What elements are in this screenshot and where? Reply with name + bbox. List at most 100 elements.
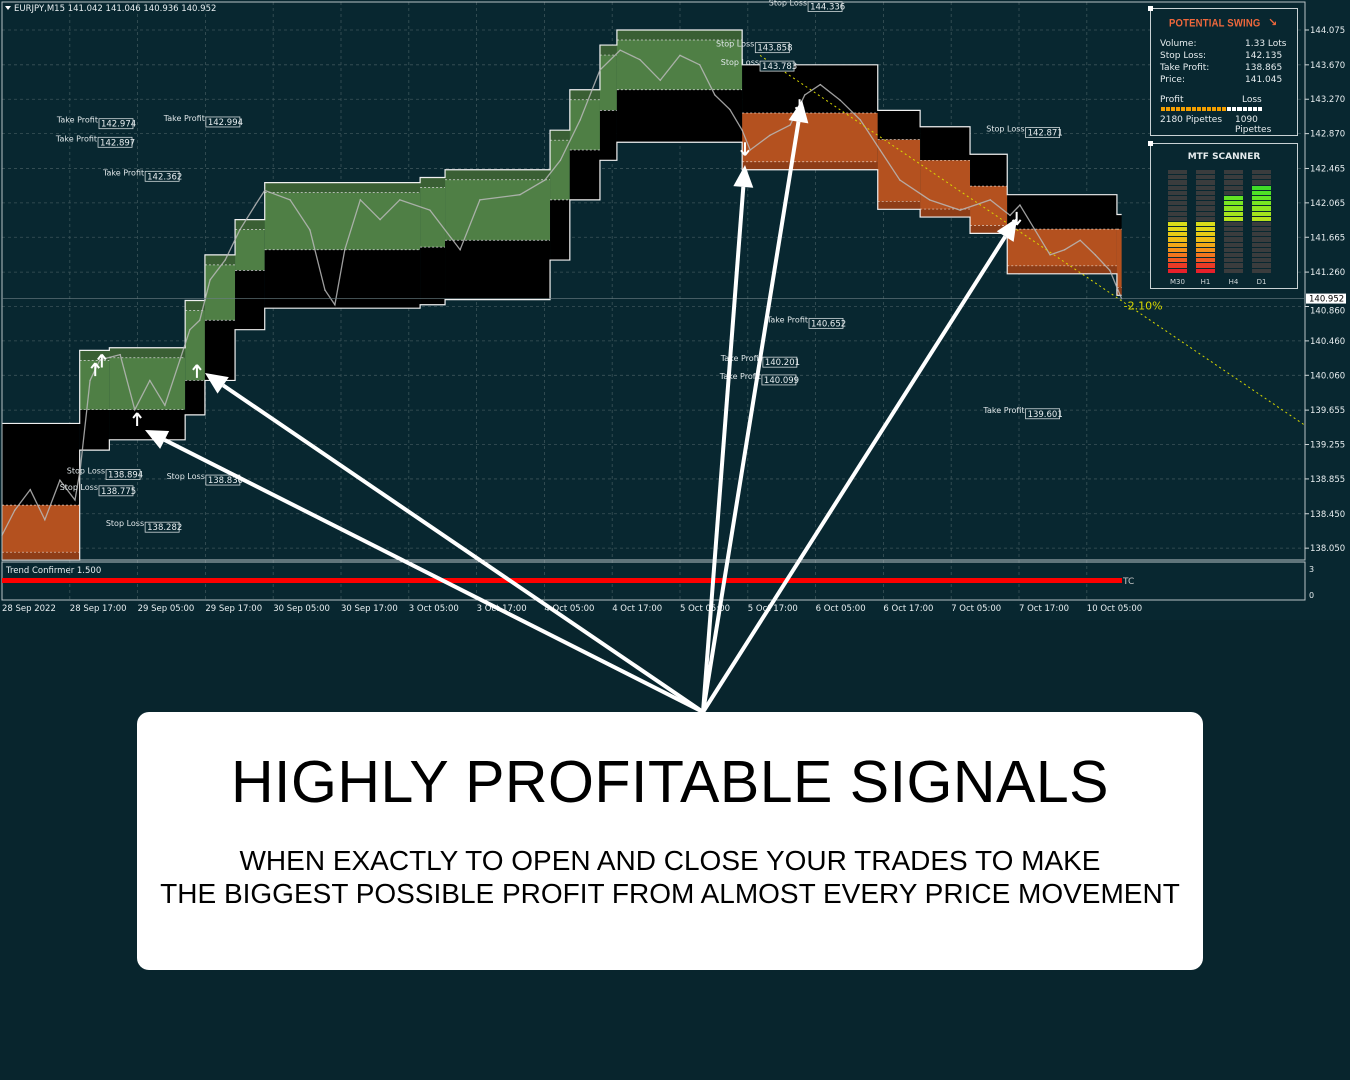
- buy-arrow-icon: [192, 364, 202, 378]
- mtf-segment: [1224, 242, 1243, 247]
- profit-segment: [1206, 107, 1211, 111]
- loss-segment: [1257, 107, 1262, 111]
- panel-drag-handle[interactable]: [1148, 6, 1153, 11]
- loss-segment: [1227, 107, 1232, 111]
- bull-zone: [599, 45, 617, 111]
- volume-row: Volume: 1.33 Lots: [1160, 39, 1290, 51]
- trend-confirmer-line: [2, 578, 1122, 583]
- buy-arrow-icon: [90, 362, 101, 377]
- mtf-segment: [1168, 180, 1187, 185]
- bull-zone: [264, 182, 421, 250]
- sell-arrow-icon: [740, 142, 750, 156]
- mtf-segment: [1252, 227, 1271, 232]
- bear-zone-bottom: [2, 552, 80, 561]
- level-label: Stop Loss: [769, 0, 807, 8]
- profit-segment: [1191, 107, 1196, 111]
- mtf-segment: [1196, 175, 1215, 180]
- level-value-box: [759, 60, 795, 72]
- loss-label: Loss: [1242, 95, 1262, 105]
- price-point: [459, 249, 461, 251]
- price-point: [289, 199, 291, 201]
- y-tick-label: 139.655: [1310, 406, 1345, 416]
- mtf-segment: [1196, 263, 1215, 268]
- mtf-segment: [1224, 175, 1243, 180]
- price-point: [769, 134, 771, 136]
- mtf-segment: [1252, 170, 1271, 175]
- time-axis[interactable]: 28 Sep 2022 28 Sep 17:00 29 Sep 05:00 29 Se…: [2, 604, 1142, 614]
- pointer-line: [701, 186, 746, 713]
- x-tick-label: 30 Sep 17:00: [341, 604, 398, 614]
- price-point: [519, 194, 521, 196]
- mtf-segment: [1252, 195, 1271, 201]
- mtf-segment: [1224, 180, 1243, 185]
- indicator-name: Trend Confirmer 1.500: [5, 566, 101, 576]
- mtf-segment: [1224, 247, 1243, 252]
- bear-zone: [742, 112, 878, 170]
- x-tick-label: 7 Oct 05:00: [951, 604, 1001, 614]
- x-tick-label: 28 Sep 2022: [2, 604, 56, 614]
- mtf-segment: [1252, 175, 1271, 180]
- level-value: 142.897: [100, 138, 135, 148]
- bull-zone-top: [445, 169, 551, 180]
- price-point: [324, 289, 326, 291]
- bear-zone-bottom: [877, 201, 921, 210]
- price-point: [879, 149, 881, 151]
- x-tick-label: 4 Oct 05:00: [544, 604, 594, 614]
- level-annotation: Take Profit 142.362: [102, 168, 182, 182]
- mtf-scanner-panel[interactable]: MTF SCANNER M30 H1 H4 D1: [1148, 141, 1298, 289]
- mtf-segment: [1196, 247, 1215, 252]
- row-label: Price:: [1160, 75, 1185, 85]
- level-value: 138.282: [147, 523, 182, 533]
- envelope-band: [2, 423, 80, 506]
- level-label: Take Profit: [55, 134, 97, 143]
- y-tick-label: 142.065: [1310, 199, 1345, 209]
- level-label: Stop Loss: [716, 40, 754, 49]
- mtf-segment: [1224, 211, 1243, 216]
- y-tick-label: 138.050: [1310, 544, 1345, 554]
- pointer-line: [163, 438, 704, 714]
- pointer-arrowhead-icon: [996, 218, 1017, 242]
- profit-segment: [1201, 107, 1206, 111]
- mtf-segment: [1168, 242, 1187, 247]
- mtf-segment: [1168, 258, 1187, 263]
- x-tick-label: 3 Oct 05:00: [409, 604, 459, 614]
- price-point: [619, 49, 621, 51]
- y-tick-label: 142.465: [1310, 164, 1345, 174]
- triangle-down-icon[interactable]: [5, 6, 11, 10]
- pointer-arrowhead-icon: [788, 100, 809, 124]
- mtf-segment: [1196, 232, 1215, 237]
- level-value-box: [1025, 408, 1060, 420]
- level-value-box: [98, 118, 134, 130]
- price-point: [1019, 204, 1021, 206]
- price-point: [44, 519, 46, 521]
- x-tick-label: 29 Sep 17:00: [205, 604, 262, 614]
- price-point: [714, 94, 716, 96]
- price-point: [1064, 249, 1066, 251]
- bull-zone-top: [185, 300, 205, 311]
- price-point: [1079, 239, 1081, 241]
- price-axis[interactable]: 144.075 143.670 143.270 142.870 142.465 142.0…: [2, 26, 1346, 554]
- price-point: [789, 124, 791, 126]
- price-point: [699, 64, 701, 66]
- panel-drag-handle[interactable]: [1148, 141, 1153, 146]
- mtf-segment: [1252, 201, 1271, 206]
- level-annotation: Stop Loss 143.783: [721, 58, 797, 72]
- price-point: [149, 379, 151, 382]
- potential-swing-panel[interactable]: POTENTIAL SWING ↘ Volume: 1.33 Lots Stop …: [1148, 6, 1298, 136]
- price-point: [134, 409, 136, 411]
- level-value-box: [762, 356, 798, 368]
- mtf-segment: [1168, 237, 1187, 242]
- envelope-band: [204, 320, 236, 381]
- price-point: [959, 209, 961, 211]
- level-value: 143.783: [762, 62, 797, 72]
- pointer-line: [701, 235, 1007, 714]
- bull-zone-top: [569, 89, 600, 100]
- level-value: 139.601: [1028, 410, 1063, 420]
- price-point: [741, 129, 743, 131]
- bear-zone: [920, 160, 971, 218]
- mtf-segment: [1252, 185, 1271, 190]
- mtf-segment: [1196, 237, 1215, 242]
- mtf-segment: [1168, 206, 1187, 211]
- mtf-segment: [1196, 190, 1215, 195]
